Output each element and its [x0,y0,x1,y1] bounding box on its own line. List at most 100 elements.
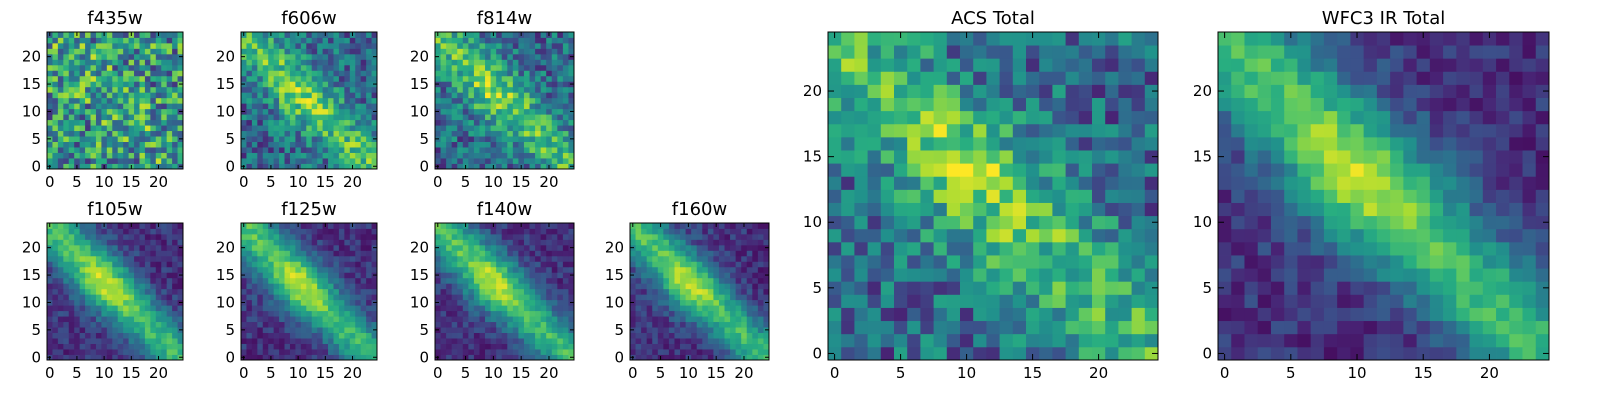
heatmap-cell [724,261,731,268]
heatmap-cell [161,349,168,355]
heatmap-cell [920,307,934,322]
heatmap-cell [523,125,530,132]
heatmap-cell [440,321,447,328]
heatmap-cell [57,141,64,148]
heatmap-cell [1105,255,1119,269]
heatmap-cell [128,103,135,110]
heatmap-cell [468,59,475,66]
heatmap-cell [540,321,547,328]
heatmap-cell [57,261,64,268]
heatmap-cell [535,108,542,115]
heatmap-cell [289,37,296,44]
heatmap-cell [47,141,53,148]
heatmap-cell [641,272,648,279]
heatmap-cell [338,125,345,132]
heatmap-cell [306,310,313,317]
heatmap-cell [172,42,178,49]
heatmap-cell [986,307,1000,322]
heatmap-cell [496,261,503,268]
heatmap-cell [1131,202,1146,217]
heatmap-cell [1105,176,1119,190]
heatmap-cell [74,338,81,344]
heatmap-cell [485,223,491,229]
heatmap-cell [90,59,97,66]
heatmap-cell [501,53,508,60]
heatmap-cell [117,250,124,257]
heatmap-cell [349,37,356,44]
heatmap-cell [74,141,81,148]
heatmap-cell [646,233,653,240]
heatmap-cell [496,70,503,77]
heatmap-cell [139,332,146,339]
heatmap-cell [101,108,108,115]
heatmap-cell [344,48,351,55]
heatmap-cell [730,266,737,273]
heatmap-cell [535,316,542,323]
heatmap-cell [507,125,514,132]
heatmap-cell [763,261,770,268]
heatmap-cell [1118,268,1132,282]
heatmap-cell [440,228,447,235]
heatmap-cell [557,125,564,132]
heatmap-cell [841,228,855,243]
heatmap-cell [366,130,372,137]
heatmap-cell [507,272,514,279]
heatmap-cell [523,64,530,71]
heatmap-cell [540,266,547,273]
heatmap-cell [735,283,742,290]
heatmap-cell [57,152,64,159]
heatmap-cell [328,338,334,344]
y-tick-label: 10 [410,102,429,120]
heatmap-cell [652,239,659,246]
heatmap-cell [123,48,129,55]
heatmap-cell [344,299,351,306]
heatmap-cell [507,266,514,273]
heatmap-cell [685,310,692,317]
heatmap-cell [150,114,157,121]
heatmap-cell [446,108,453,115]
heatmap-cell [366,152,372,159]
heatmap-cell [457,223,464,229]
heatmap-cell [691,305,698,312]
heatmap-cell [462,130,469,137]
heatmap-cell [741,255,748,262]
heatmap-cell [668,261,675,268]
heatmap-cell [535,42,542,49]
heatmap-cell [546,108,553,115]
heatmap-cell [128,299,135,306]
heatmap-cell [496,86,503,93]
heatmap-cell [241,141,247,148]
heatmap-cell [268,64,275,71]
heatmap-cell [501,223,508,229]
heatmap-cell [485,349,491,355]
heatmap-cell [74,272,81,279]
heatmap-cell [557,158,564,164]
heatmap-cell [79,32,86,38]
heatmap-cell [1039,307,1053,322]
heatmap-cell [273,97,280,104]
heatmap-cell [468,277,475,284]
heatmap-cell [144,250,151,257]
heatmap-cell [535,327,542,333]
heatmap-cell [117,261,124,268]
heatmap-cell [973,333,987,348]
heatmap-cell [241,119,247,126]
heatmap-cell [446,152,453,159]
heatmap-cell [529,239,536,246]
heatmap-cell [735,266,742,273]
heatmap-cell [134,48,140,55]
heatmap-cell [446,136,453,142]
heatmap-cell [960,228,974,243]
heatmap-cell [468,283,475,290]
heatmap-cell [262,288,269,295]
heatmap-cell [512,349,519,355]
heatmap-cell [702,261,709,268]
heatmap-cell [557,81,564,88]
heatmap-cell [279,354,285,361]
heatmap-cell [52,59,59,66]
heatmap-cell [523,136,530,142]
heatmap-cell [322,37,329,44]
heatmap-cell [473,48,480,55]
heatmap-cell [707,327,714,333]
heatmap-cell [512,59,519,66]
